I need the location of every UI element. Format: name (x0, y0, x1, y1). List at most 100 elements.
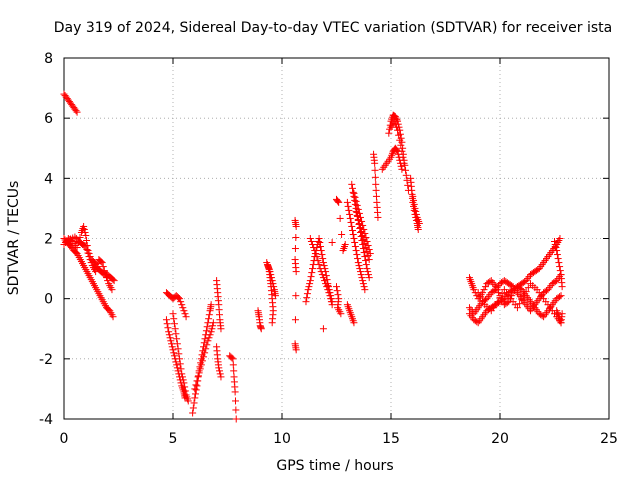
data-point (543, 287, 551, 295)
data-point (556, 293, 564, 301)
data-point (392, 123, 400, 131)
data-point (189, 404, 197, 412)
data-point (385, 129, 393, 137)
data-point (399, 144, 407, 152)
data-point (268, 319, 276, 327)
data-point (217, 325, 225, 333)
data-point (558, 283, 566, 291)
data-point (173, 340, 181, 348)
data-point (343, 198, 351, 206)
data-point (314, 238, 322, 246)
data-point (398, 165, 406, 173)
data-point (556, 235, 564, 242)
data-point (305, 283, 313, 291)
data-point (397, 162, 405, 170)
data-point (351, 193, 359, 201)
data-point (267, 271, 275, 279)
data-point (177, 365, 185, 373)
data-point (176, 360, 184, 368)
data-point (87, 259, 95, 267)
data-point (495, 289, 503, 297)
y-tick-label: 2 (44, 232, 53, 248)
data-point (266, 268, 274, 276)
data-point (205, 311, 213, 319)
data-point (348, 180, 356, 188)
data-point (538, 312, 546, 320)
data-point (310, 244, 318, 252)
data-point (410, 200, 418, 208)
y-tick-label: 4 (44, 171, 53, 187)
data-point (534, 266, 542, 274)
data-point (350, 235, 358, 242)
data-point (181, 383, 189, 391)
data-point (345, 206, 353, 214)
data-point (409, 192, 417, 200)
data-point (197, 361, 205, 369)
data-point (167, 337, 175, 345)
data-point (166, 334, 174, 342)
data-point (362, 244, 370, 252)
data-point (104, 277, 112, 285)
data-point (555, 259, 563, 267)
data-point (319, 255, 327, 263)
data-point (162, 316, 170, 324)
data-points (60, 90, 566, 423)
x-axis-label: GPS time / hours (276, 458, 393, 474)
data-point (371, 159, 379, 167)
data-point (194, 373, 202, 381)
data-point (362, 261, 370, 269)
data-point (325, 289, 333, 297)
data-point (92, 268, 100, 276)
data-point (101, 271, 109, 279)
data-point (361, 253, 369, 261)
data-point (170, 320, 178, 328)
data-point (206, 331, 214, 339)
data-point (316, 239, 324, 247)
data-point (229, 361, 237, 369)
data-point (498, 290, 506, 298)
data-point (327, 295, 335, 303)
data-point (267, 274, 275, 282)
data-point (338, 230, 346, 238)
data-point (315, 235, 323, 242)
data-point (513, 304, 521, 312)
data-point (348, 222, 356, 230)
data-point (350, 319, 358, 327)
data-point (306, 280, 314, 288)
data-point (404, 181, 412, 189)
data-point (201, 349, 209, 357)
data-point (309, 265, 317, 273)
data-point (304, 286, 312, 294)
data-point (318, 271, 326, 279)
data-point (311, 247, 319, 255)
data-point (363, 248, 371, 256)
x-tick-label: 20 (491, 431, 509, 447)
data-point (415, 219, 423, 227)
x-tick-label: 15 (382, 431, 400, 447)
data-point (291, 316, 299, 324)
data-point (328, 239, 336, 247)
data-point (164, 324, 172, 332)
data-point (521, 278, 529, 286)
data-point (216, 367, 224, 375)
data-point (257, 325, 265, 333)
chart-title: Day 319 of 2024, Sidereal Day-to-day VTE… (54, 20, 612, 36)
data-point (315, 261, 323, 269)
data-point (291, 245, 299, 253)
data-point (351, 243, 359, 251)
data-point (354, 255, 362, 263)
data-point (358, 227, 366, 235)
data-point (270, 283, 278, 291)
data-point (324, 282, 332, 290)
data-point (179, 376, 187, 384)
data-point (307, 273, 315, 281)
data-point (168, 343, 176, 351)
data-point (110, 277, 118, 285)
data-point (403, 176, 411, 184)
data-point (317, 268, 325, 276)
data-point (292, 268, 300, 276)
data-point (396, 136, 404, 144)
data-point (503, 299, 511, 307)
data-point (400, 159, 408, 167)
data-point (364, 268, 372, 276)
